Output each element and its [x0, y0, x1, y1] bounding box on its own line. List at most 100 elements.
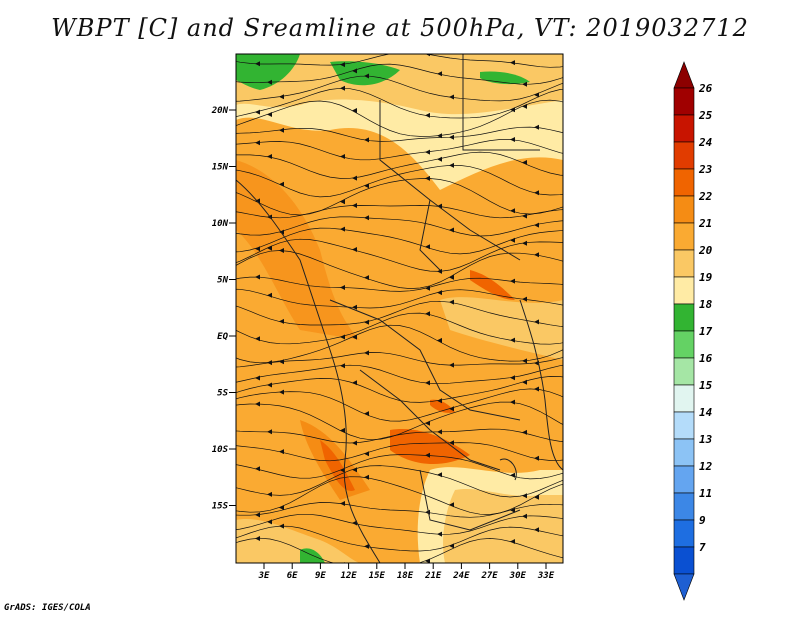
streamline-arrow [534, 527, 539, 533]
streamline-arrow [267, 491, 272, 497]
streamline-arrow [437, 203, 442, 209]
streamline-arrow [425, 175, 430, 181]
colorbar-label: 11 [699, 487, 712, 500]
streamline-arrow [255, 512, 260, 518]
colorbar-label: 19 [699, 271, 713, 284]
streamline-arrow [425, 380, 430, 386]
streamline-arrow [255, 536, 260, 541]
lat-label: 5N [217, 276, 228, 286]
streamline-arrow [267, 112, 272, 117]
streamline-arrow [340, 501, 345, 506]
colorbar-swatch [673, 195, 695, 224]
border-south-central [359, 369, 501, 471]
streamline-arrow [340, 467, 345, 473]
streamline-arrow [534, 252, 539, 258]
lat-label: 5S [217, 389, 228, 399]
streamline-arrow [352, 68, 357, 74]
streamline-arrow [510, 507, 515, 513]
streamline-arrow [510, 472, 515, 478]
streamline-arrow [279, 359, 284, 365]
streamline [236, 151, 563, 179]
streamline-arrow [425, 149, 430, 155]
streamline-arrow [522, 213, 527, 219]
streamline-arrow [364, 73, 369, 79]
field-light-east [440, 297, 563, 360]
streamline-arrow [364, 275, 369, 281]
streamline-arrow [352, 304, 357, 310]
coastline-west [236, 179, 381, 563]
colorbar-label: 22 [698, 190, 713, 203]
colorbar-swatch [673, 546, 695, 575]
lon-label: 15E [369, 571, 386, 581]
colorbar-swatch [673, 330, 695, 359]
streamline-arrow [425, 558, 430, 563]
streamline-arrow [425, 311, 430, 317]
colorbar: 26 25 24 23 22 21 20 19 18 17 16 15 14 13 12 11 9 7 [673, 61, 713, 601]
streamline-arrow [534, 319, 539, 325]
streamline-arrow [267, 429, 272, 435]
streamline-arrow [364, 215, 369, 221]
colorbar-swatch [673, 465, 695, 494]
streamline-arrow [279, 523, 284, 529]
streamline-arrow [425, 285, 430, 291]
border-egypt-sudan [462, 54, 540, 151]
streamline-arrow [255, 401, 260, 407]
streamline-arrow [449, 162, 454, 168]
streamline [236, 126, 563, 142]
streamline-arrow [534, 190, 539, 196]
streamline-arrow [340, 62, 345, 68]
streamline-arrow [449, 299, 454, 305]
streamline-arrow [522, 513, 527, 519]
streamline-arrow [255, 140, 260, 146]
colorbar-label: 24 [698, 136, 713, 149]
streamline-arrow [510, 60, 515, 66]
streamline [236, 300, 563, 327]
colorbar-swatch [673, 276, 695, 305]
colorbar-label: 16 [699, 352, 713, 365]
lat-label: 10N [212, 219, 229, 229]
lat-label: 15N [212, 163, 229, 173]
streamline [236, 525, 563, 552]
streamline-arrow [267, 292, 272, 298]
streamline-arrow [279, 449, 284, 455]
streamline-arrow [340, 85, 345, 91]
streamline-arrow [340, 226, 345, 232]
colorbar-label: 23 [698, 163, 713, 176]
streamline-arrow [449, 543, 454, 549]
streamline-arrow [340, 154, 345, 159]
lon-label: 30E [509, 571, 527, 581]
colorbar-label: 26 [698, 82, 713, 95]
border-equatorial [329, 299, 521, 421]
colorbar-label: 13 [699, 433, 713, 446]
lat-label: 20N [211, 106, 229, 116]
streamline-arrow [534, 386, 539, 392]
field-light-southwest [236, 519, 360, 563]
streamline-arrow [364, 411, 369, 417]
map-frame [235, 53, 564, 564]
streamline-arrow [352, 203, 357, 208]
streamline-arrow [437, 472, 442, 478]
streamline-arrow [340, 427, 345, 433]
streamline [236, 476, 563, 515]
colorbar-label: 14 [699, 406, 713, 419]
lat-label: 15S [212, 502, 229, 512]
colorbar-label: 9 [699, 514, 706, 527]
streamline-arrow [279, 94, 284, 100]
streamline-arrow [352, 440, 357, 446]
streamline-arrow [364, 474, 369, 480]
lat-label: 10S [212, 445, 229, 455]
streamline-arrow [352, 467, 357, 473]
streamline-arrow [534, 124, 539, 130]
streamline-arrow [425, 452, 430, 458]
streamline-arrow [522, 160, 527, 165]
colorbar-label: 7 [699, 541, 706, 554]
field-max-center [430, 399, 455, 413]
colorbar-swatch [673, 141, 695, 170]
streamline-arrow [279, 181, 284, 187]
streamline-arrow [522, 103, 527, 109]
longitude-axis: 3E 6E 9E 12E 15E 18E 21E 24E 27E 30E 33E [258, 563, 555, 581]
streamline-arrow [364, 350, 369, 356]
streamline [236, 352, 563, 368]
colorbar-swatch [673, 249, 695, 278]
